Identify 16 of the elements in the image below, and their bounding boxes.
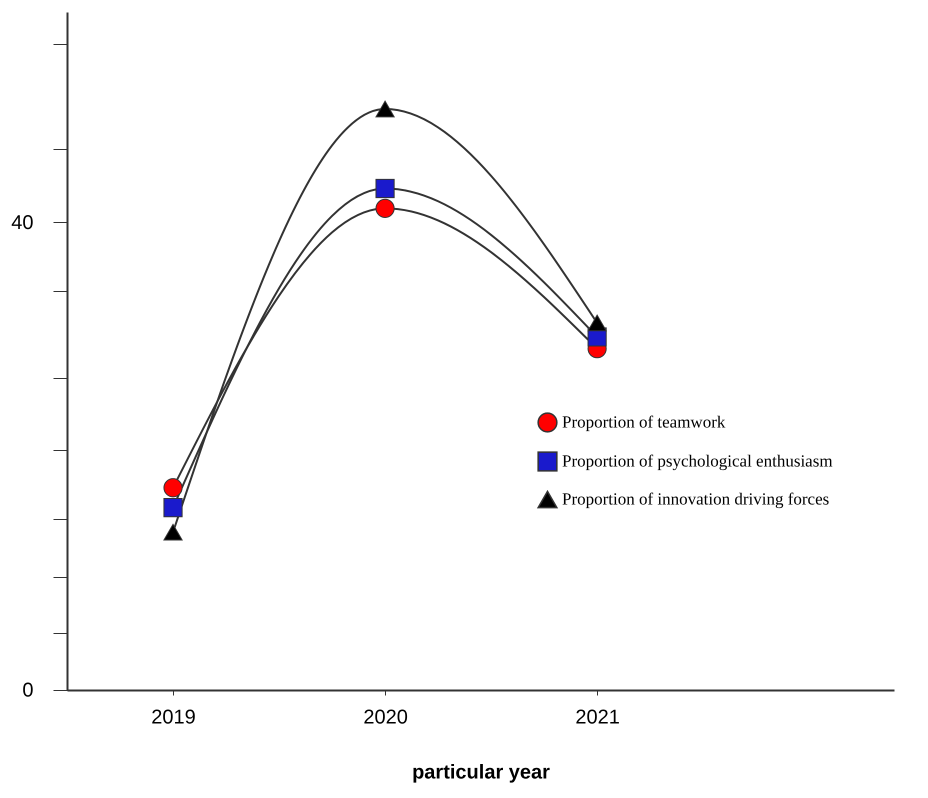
legend-label: Proportion of teamwork	[562, 412, 726, 432]
y-tick-label: 40	[11, 212, 34, 234]
point	[163, 524, 183, 541]
x-axis-title: particular year	[412, 762, 550, 784]
point	[163, 478, 183, 498]
point	[375, 178, 395, 198]
point	[375, 198, 395, 218]
point	[375, 100, 395, 118]
x-tick-label: 2021	[575, 706, 620, 728]
point	[163, 498, 183, 518]
legend-label: Proportion of psychological enthusiasm	[562, 452, 833, 470]
x-tick-label: 2020	[363, 706, 408, 728]
y-tick-label: 0	[22, 680, 34, 702]
point	[588, 314, 607, 332]
x-tick-label: 2019	[151, 706, 196, 728]
legend-label: Proportion of innovation driving forces	[562, 490, 830, 508]
